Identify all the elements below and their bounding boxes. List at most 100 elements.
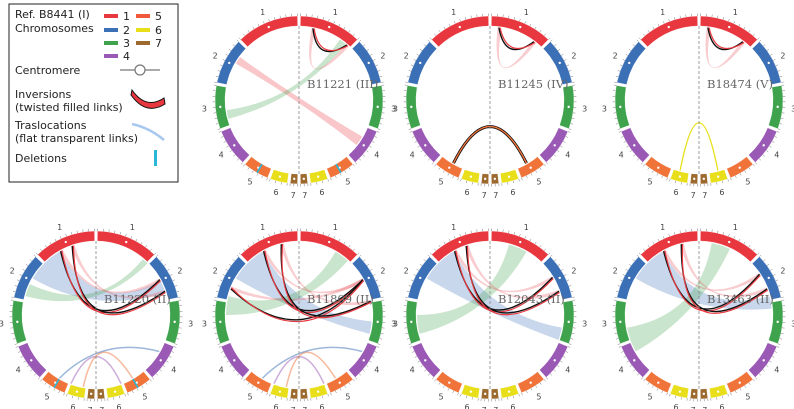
axis-tick [776,131,780,133]
chromosome-segment [214,85,230,129]
axis-tick [565,351,569,353]
chromosome-label: 7 [702,191,707,200]
chromosome-label: 7 [482,406,487,409]
chromosome-segment [559,300,575,344]
axis-tick [218,131,222,133]
axis-tick [438,167,441,170]
chromosome-label: 1 [524,8,529,17]
axis-tick [777,285,781,287]
axis-tick [240,162,243,165]
chromosome-label: 4 [171,365,176,374]
axis-tick [554,44,557,47]
axis-tick [232,44,235,47]
translocation-link [627,243,730,352]
chromosome-segment [97,230,155,263]
axis-tick [366,48,370,51]
axis-tick [379,123,383,125]
centromere-marker [367,276,370,280]
centromere-marker [458,25,461,29]
chromosome-segment [640,230,698,263]
axis-tick [452,390,454,394]
axis-tick [223,356,226,358]
axis-tick [651,170,654,173]
axis-tick [222,274,225,276]
axis-tick [727,178,729,182]
axis-tick [156,254,159,257]
centromere-marker [507,175,511,178]
axis-tick [247,167,250,170]
axis-tick [779,123,783,125]
axis-tick [738,238,741,242]
centromere-marker [278,390,282,393]
chromosome-label: 4 [565,365,570,374]
axis-tick [217,285,221,287]
axis-tick [640,162,643,165]
centromere-marker [692,177,696,181]
axis-tick [570,75,574,78]
inversion-link [71,245,166,299]
centromere-marker [493,177,497,181]
axis-tick [76,230,78,234]
axis-tick [344,170,347,173]
axis-tick [763,44,766,47]
axis-tick [11,332,15,334]
axis-tick [348,245,351,248]
axis-tick [333,236,335,239]
axis-tick [518,393,520,397]
axis-tick [174,285,178,287]
axis-tick [377,285,381,287]
axis-tick [465,395,468,399]
axis-tick [176,338,180,340]
axis-tick [252,26,255,30]
axis-tick [376,131,380,133]
chromosome-segment [768,300,784,344]
centromere-marker [64,240,67,244]
axis-tick [263,236,265,239]
centromere-marker [728,25,731,29]
axis-tick [145,382,148,385]
axis-tick [66,393,68,397]
axis-tick [214,117,218,119]
chromosome-label: 5 [248,392,253,401]
axis-tick [416,53,419,56]
chromosome-segment [751,256,782,300]
chromosome-label: 4 [774,365,779,374]
axis-tick [733,21,735,24]
translocation-link [426,251,562,340]
axis-tick [770,268,773,271]
chromosome-label: 4 [374,150,379,159]
inversion-link [662,249,761,292]
axis-tick [355,377,358,380]
axis-tick [71,395,74,399]
axis-tick [160,259,163,262]
chromosome-segment [368,85,384,129]
chromosome-label: 7 [302,191,307,200]
axis-tick [359,254,362,257]
translocation-line [273,355,325,384]
legend-chr-1-label: 1 [123,10,130,23]
inversion-link-outline [312,28,348,53]
axis-tick [251,385,254,388]
axis-tick [159,369,162,372]
axis-tick [215,290,219,293]
axis-tick [619,64,623,67]
chromosome-label: 5 [45,392,50,401]
axis-tick [519,233,521,237]
axis-tick [149,248,152,251]
chromosome-label: 7 [302,406,307,409]
axis-tick [770,53,773,56]
chromosome-label: 1 [733,8,738,17]
axis-tick [565,136,569,138]
centromere-marker [483,392,487,396]
chromosome-label: 4 [16,365,21,374]
axis-tick [779,290,783,293]
axis-tick [438,382,441,385]
chromosome-label: 5 [439,177,444,186]
axis-tick [618,131,622,133]
axis-tick [429,37,432,40]
axis-tick [530,388,533,391]
axis-tick [434,164,437,167]
axis-tick [643,33,646,36]
axis-tick [625,53,628,56]
axis-tick [266,177,268,181]
